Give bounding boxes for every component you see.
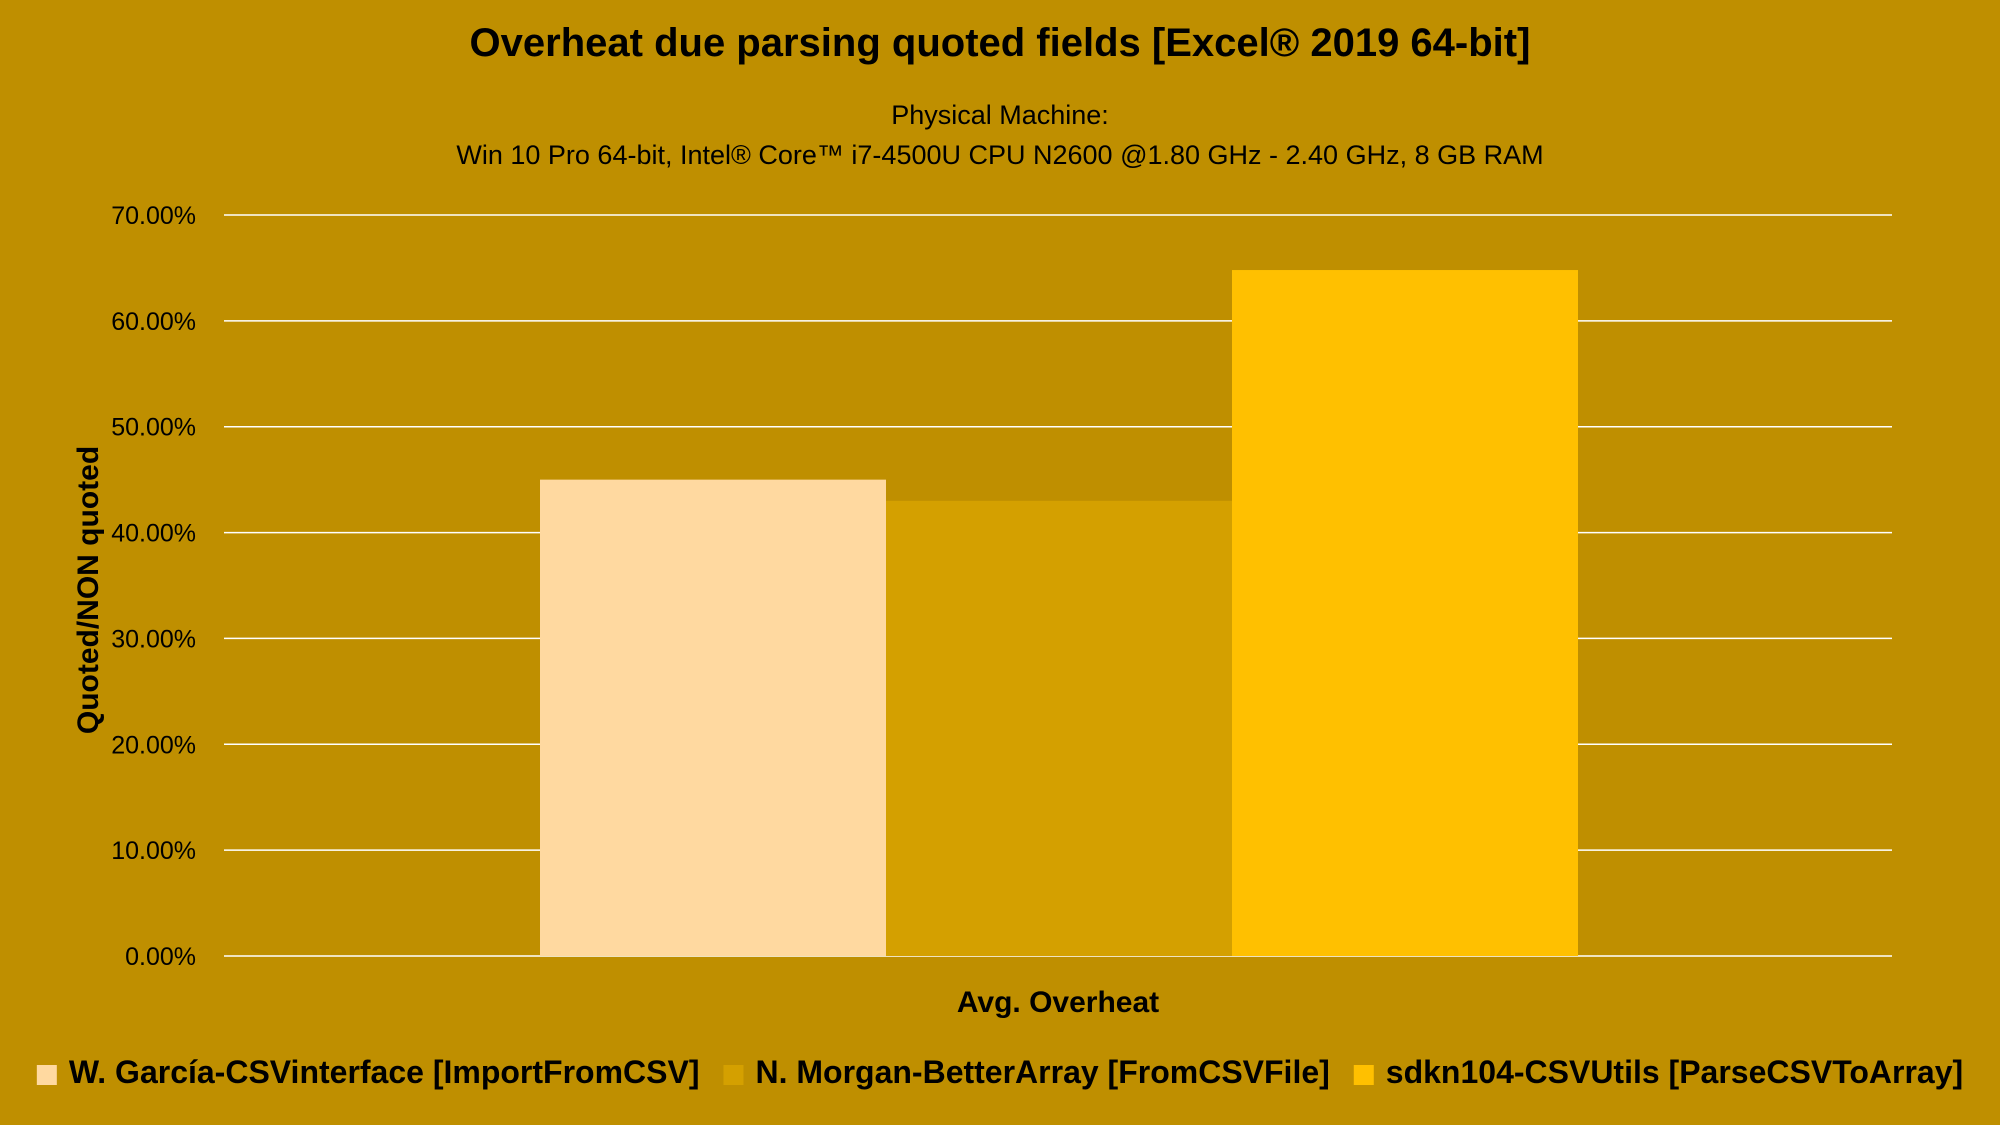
legend-swatch bbox=[1353, 1065, 1374, 1085]
legend-item: W. García-CSVinterface [ImportFromCSV] bbox=[36, 1054, 700, 1090]
bars bbox=[540, 270, 1578, 956]
y-tick-label: 50.00% bbox=[111, 414, 196, 442]
legend-label: N. Morgan-BetterArray [FromCSVFile] bbox=[755, 1054, 1329, 1090]
x-axis-category-label: Avg. Overheat bbox=[957, 986, 1159, 1019]
legend-label: W. García-CSVinterface [ImportFromCSV] bbox=[69, 1054, 700, 1090]
bar-1 bbox=[540, 479, 886, 956]
chart-subtitle-line-2: Win 10 Pro 64-bit, Intel® Core™ i7-4500U… bbox=[456, 140, 1543, 170]
legend: W. García-CSVinterface [ImportFromCSV] N.… bbox=[36, 1054, 1963, 1090]
legend-label: sdkn104-CSVUtils [ParseCSVToArray] bbox=[1386, 1054, 1963, 1090]
legend-item: N. Morgan-BetterArray [FromCSVFile] bbox=[723, 1054, 1330, 1090]
bar-3 bbox=[1232, 270, 1578, 956]
legend-item: sdkn104-CSVUtils [ParseCSVToArray] bbox=[1353, 1054, 1963, 1090]
chart-title: Overheat due parsing quoted fields [Exce… bbox=[470, 21, 1531, 65]
y-axis-tick-labels: 0.00% 10.00% 20.00% 30.00% 40.00% 50.00% 60.00… bbox=[111, 202, 196, 971]
y-tick-label: 60.00% bbox=[111, 308, 196, 336]
bar-2 bbox=[886, 500, 1232, 956]
legend-swatch bbox=[723, 1065, 744, 1085]
y-tick-label: 0.00% bbox=[125, 943, 196, 971]
y-tick-label: 30.00% bbox=[111, 625, 196, 653]
legend-swatch bbox=[36, 1065, 57, 1085]
y-axis-title: Quoted/NON quoted bbox=[72, 446, 105, 734]
y-tick-label: 70.00% bbox=[111, 202, 196, 230]
y-tick-label: 10.00% bbox=[111, 837, 196, 865]
y-tick-label: 20.00% bbox=[111, 731, 196, 759]
y-tick-label: 40.00% bbox=[111, 520, 196, 548]
chart-subtitle-line-1: Physical Machine: bbox=[891, 100, 1109, 130]
